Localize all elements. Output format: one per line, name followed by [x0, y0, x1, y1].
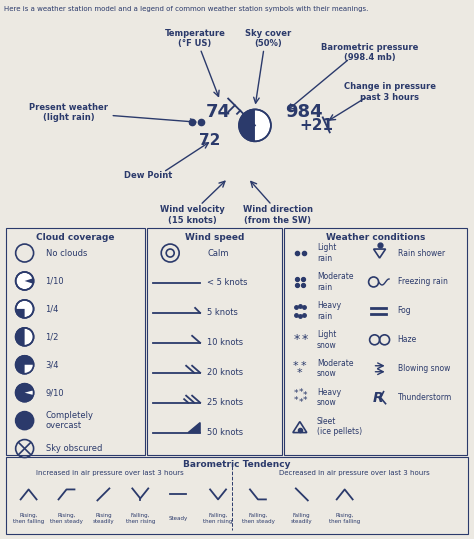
Circle shape	[16, 384, 34, 402]
Text: 5 knots: 5 knots	[207, 308, 238, 317]
Text: Calm: Calm	[207, 248, 228, 258]
Circle shape	[16, 328, 34, 346]
Text: Rising,
then falling: Rising, then falling	[13, 513, 44, 524]
Text: Decreased in air pressure over last 3 hours: Decreased in air pressure over last 3 ho…	[279, 471, 430, 476]
Text: Increased in air pressure over last 3 hours: Increased in air pressure over last 3 ho…	[36, 471, 184, 476]
Circle shape	[16, 272, 34, 290]
Text: Cloud coverage: Cloud coverage	[36, 233, 115, 241]
Wedge shape	[25, 365, 34, 374]
Text: 25 knots: 25 knots	[207, 398, 243, 407]
Text: 74: 74	[206, 103, 230, 121]
Text: 72: 72	[200, 133, 221, 148]
Bar	[6, 228, 145, 454]
Text: *: *	[299, 398, 303, 407]
Text: Blowing snow: Blowing snow	[398, 364, 450, 373]
Wedge shape	[25, 278, 34, 284]
Text: Thunderstorm: Thunderstorm	[398, 393, 452, 402]
Bar	[284, 228, 467, 454]
Text: *: *	[293, 361, 299, 371]
Text: Falling
steadily: Falling steadily	[291, 513, 313, 524]
Circle shape	[16, 356, 34, 374]
Text: 10 knots: 10 knots	[207, 338, 243, 347]
Text: Fog: Fog	[398, 306, 411, 315]
Text: *: *	[293, 389, 298, 398]
Text: Rising,
then steady: Rising, then steady	[50, 513, 83, 524]
Text: Dew Point: Dew Point	[124, 171, 173, 179]
Text: Here is a weather station model and a legend of common weather station symbols w: Here is a weather station model and a le…	[4, 6, 368, 12]
Text: 20 knots: 20 knots	[207, 368, 243, 377]
Text: 50 knots: 50 knots	[207, 428, 243, 437]
Text: *: *	[299, 388, 303, 397]
Text: Present weather
(light rain): Present weather (light rain)	[29, 103, 108, 122]
Text: Rising
steadily: Rising steadily	[92, 513, 114, 524]
Text: < 5 knots: < 5 knots	[207, 279, 247, 287]
Text: Sky obscured: Sky obscured	[46, 444, 102, 453]
Text: Temperature
(°F US): Temperature (°F US)	[164, 29, 226, 48]
Text: *: *	[302, 391, 307, 400]
Text: 1/4: 1/4	[46, 305, 59, 313]
Circle shape	[239, 109, 271, 141]
Text: Light
snow: Light snow	[317, 330, 337, 349]
Polygon shape	[188, 423, 200, 433]
Text: +21: +21	[300, 118, 334, 133]
Circle shape	[16, 300, 34, 318]
Bar	[147, 228, 282, 454]
Text: *: *	[301, 333, 308, 347]
Text: *: *	[301, 361, 307, 371]
Text: Light
rain: Light rain	[317, 243, 336, 262]
Text: Barometric Tendency: Barometric Tendency	[183, 460, 291, 469]
Text: Wind direction
(from the SW): Wind direction (from the SW)	[243, 205, 313, 225]
Text: Moderate
snow: Moderate snow	[317, 359, 353, 378]
Text: 9/10: 9/10	[46, 388, 64, 397]
Text: Falling,
then rising: Falling, then rising	[126, 513, 155, 524]
Text: Falling,
then steady: Falling, then steady	[241, 513, 274, 524]
Text: 1/2: 1/2	[46, 333, 59, 341]
Text: Heavy
rain: Heavy rain	[317, 301, 341, 321]
Text: Moderate
rain: Moderate rain	[317, 272, 353, 292]
Text: Freezing rain: Freezing rain	[398, 278, 447, 286]
Text: Haze: Haze	[398, 335, 417, 344]
Text: Sky cover
(50%): Sky cover (50%)	[245, 29, 291, 48]
Text: *: *	[294, 333, 300, 347]
Text: Barometric pressure
(998.4 mb): Barometric pressure (998.4 mb)	[321, 43, 418, 62]
Text: Wind velocity
(15 knots): Wind velocity (15 knots)	[160, 205, 225, 225]
Wedge shape	[25, 390, 34, 395]
Text: Steady: Steady	[169, 516, 188, 521]
Text: 1/10: 1/10	[46, 277, 64, 286]
Text: *: *	[302, 396, 307, 405]
Text: Wind speed: Wind speed	[185, 233, 244, 241]
Text: 3/4: 3/4	[46, 360, 59, 369]
Text: Weather conditions: Weather conditions	[326, 233, 425, 241]
Text: R: R	[372, 391, 383, 405]
Bar	[6, 457, 468, 534]
Text: Falling,
then rising: Falling, then rising	[203, 513, 233, 524]
Text: Heavy
snow: Heavy snow	[317, 388, 341, 407]
Text: Rain shower: Rain shower	[398, 248, 445, 258]
Circle shape	[16, 412, 34, 430]
Wedge shape	[16, 309, 25, 318]
Text: 984: 984	[285, 103, 322, 121]
Text: Change in pressure
past 3 hours: Change in pressure past 3 hours	[344, 82, 436, 102]
Wedge shape	[16, 328, 25, 346]
Text: Completely
overcast: Completely overcast	[46, 411, 93, 430]
Text: No clouds: No clouds	[46, 248, 87, 258]
Text: Rising,
then falling: Rising, then falling	[329, 513, 360, 524]
Text: Sleet
(ice pellets): Sleet (ice pellets)	[317, 417, 362, 436]
Wedge shape	[239, 109, 255, 141]
Text: *: *	[297, 368, 302, 378]
Text: *: *	[293, 396, 298, 405]
